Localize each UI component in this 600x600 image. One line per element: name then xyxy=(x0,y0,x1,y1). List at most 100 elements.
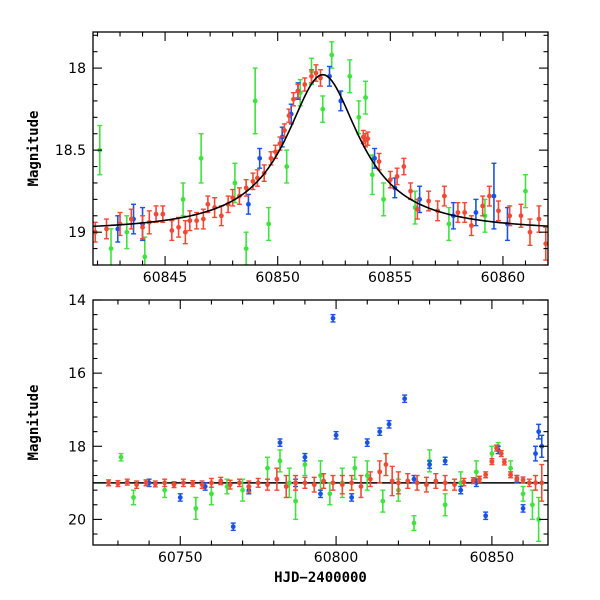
data-point xyxy=(277,438,283,447)
data-point xyxy=(446,206,452,242)
data-point xyxy=(494,444,500,452)
data-point xyxy=(483,471,489,479)
data-point xyxy=(387,170,393,189)
data-point xyxy=(501,458,507,466)
data-point xyxy=(522,174,528,209)
data-point xyxy=(236,478,242,488)
data-point xyxy=(489,458,495,466)
series-red xyxy=(93,64,548,261)
y-tick-label: 18 xyxy=(68,439,86,455)
x-axis-title: HJD−2400000 xyxy=(274,570,367,586)
data-point xyxy=(330,313,336,323)
data-point xyxy=(252,67,258,135)
data-point xyxy=(171,481,177,489)
data-point xyxy=(193,496,199,521)
data-point xyxy=(266,206,272,242)
data-point xyxy=(507,205,513,227)
data-point xyxy=(533,445,539,462)
data-point xyxy=(205,195,211,214)
data-point xyxy=(394,167,400,186)
data-point xyxy=(162,478,168,488)
data-point xyxy=(405,472,411,490)
data-point xyxy=(508,471,514,479)
data-point xyxy=(458,485,464,495)
data-point xyxy=(302,476,308,490)
data-point xyxy=(476,475,482,483)
data-point xyxy=(243,231,249,265)
data-point xyxy=(302,452,308,462)
data-point xyxy=(349,493,355,502)
data-point xyxy=(480,195,486,217)
data-point xyxy=(381,182,387,217)
data-point xyxy=(330,474,336,491)
data-point xyxy=(339,474,345,495)
data-point xyxy=(194,211,200,230)
y-tick-label: 20 xyxy=(68,512,86,528)
data-point xyxy=(180,478,186,488)
y-tick-label: 18 xyxy=(68,61,86,77)
data-point xyxy=(106,479,112,487)
plot-frame xyxy=(92,299,549,546)
data-point xyxy=(347,59,353,94)
data-point xyxy=(327,482,333,506)
series-blue xyxy=(115,65,510,243)
data-point xyxy=(115,215,121,243)
data-point xyxy=(208,477,214,488)
data-point xyxy=(514,474,520,483)
data-point xyxy=(190,479,196,488)
data-point xyxy=(284,149,290,184)
data-point xyxy=(124,215,130,250)
x-tick-label: 60850 xyxy=(470,550,515,566)
data-point xyxy=(227,479,233,490)
x-tick-label: 60845 xyxy=(143,270,188,286)
y-tick-label: 19 xyxy=(68,225,86,241)
data-point xyxy=(224,478,230,495)
data-point xyxy=(452,478,458,491)
data-point xyxy=(318,489,323,499)
data-point xyxy=(498,449,504,458)
data-point xyxy=(539,463,545,502)
data-point xyxy=(187,210,193,232)
data-point xyxy=(232,162,238,204)
y-tick-label: 18.5 xyxy=(55,143,86,159)
series-green xyxy=(97,41,528,265)
data-point xyxy=(529,489,535,521)
data-point xyxy=(257,147,263,169)
data-point xyxy=(240,478,246,502)
data-point xyxy=(277,449,283,473)
data-point xyxy=(318,460,323,491)
data-point xyxy=(536,205,542,233)
data-point xyxy=(286,108,292,123)
data-point xyxy=(414,198,420,220)
data-point xyxy=(180,182,186,217)
data-point xyxy=(520,504,526,513)
data-point xyxy=(104,218,110,240)
x-tick-label: 60800 xyxy=(314,550,359,566)
data-point xyxy=(483,511,489,521)
data-point xyxy=(143,479,149,487)
x-tick-label: 60860 xyxy=(481,270,526,286)
data-point xyxy=(246,480,252,493)
data-point xyxy=(311,476,317,493)
data-point xyxy=(265,456,271,480)
data-point xyxy=(333,430,339,440)
bottom-panel: 60750 60800 60850 14 16 18 20 Magnitude HJD−2400… xyxy=(26,293,549,586)
model-curve xyxy=(93,73,548,228)
data-point xyxy=(383,452,389,477)
data-point xyxy=(321,472,327,490)
data-point xyxy=(411,515,417,532)
data-point xyxy=(364,438,370,447)
data-point xyxy=(160,205,166,224)
data-point xyxy=(199,480,205,490)
data-point xyxy=(182,219,188,245)
data-point xyxy=(386,419,392,429)
data-point xyxy=(414,474,420,491)
data-point xyxy=(230,188,236,207)
y-axis-title: Magnitude xyxy=(26,385,42,461)
data-point xyxy=(364,460,370,491)
data-point xyxy=(320,95,326,123)
data-point xyxy=(380,489,386,513)
data-point xyxy=(365,131,371,146)
data-point xyxy=(527,218,533,247)
data-point xyxy=(243,178,249,197)
